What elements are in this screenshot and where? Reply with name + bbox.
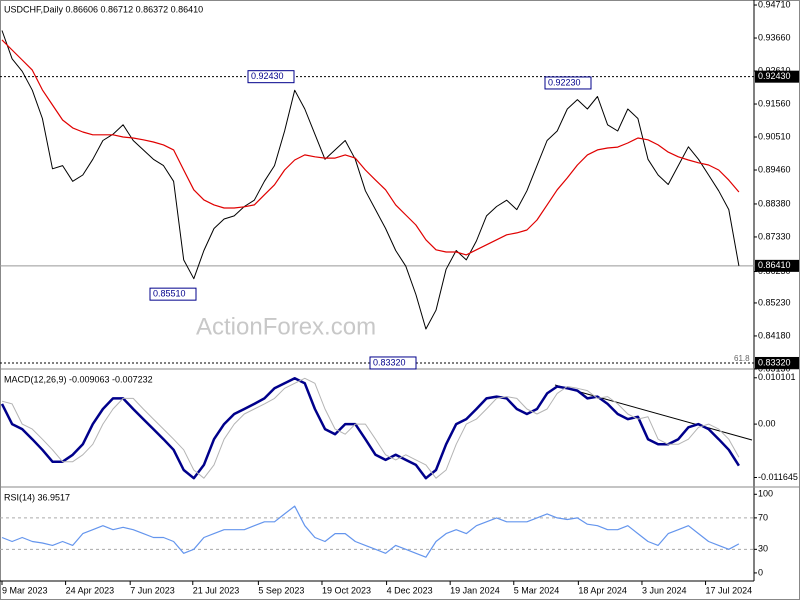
y-tick-label: 0.89460 <box>758 164 791 174</box>
trend-line <box>554 384 753 441</box>
y-tick-label: 0.88380 <box>758 198 791 208</box>
y-tick-label: 0.92610 <box>758 65 791 75</box>
annotation-box <box>369 356 417 370</box>
series-line <box>1 39 740 256</box>
level-label-box <box>755 70 799 83</box>
y-tick-label: 0.85230 <box>758 297 791 307</box>
y-tick-label: 0.90510 <box>758 131 791 141</box>
annotation-box <box>149 287 197 301</box>
y-tick-label: 30 <box>758 544 768 554</box>
y-tick-label: 0.91560 <box>758 98 791 108</box>
annotation-label: 0.83320 <box>373 357 406 367</box>
y-tick-label: 70 <box>758 512 768 522</box>
x-tick-label: 19 Oct 2023 <box>322 585 371 595</box>
series-line <box>1 30 740 330</box>
x-tick-label: 19 Jan 2024 <box>450 585 500 595</box>
x-tick-label: 5 Sep 2023 <box>258 585 304 595</box>
y-tick-label: 0 <box>758 567 763 577</box>
x-tick-label: 9 Mar 2023 <box>2 585 48 595</box>
watermark: ActionForex.com <box>196 313 376 340</box>
x-tick-label: 3 Jun 2024 <box>642 585 687 595</box>
y-tick-label: 100 <box>758 489 773 499</box>
x-tick-label: 5 Mar 2024 <box>514 585 560 595</box>
series-line <box>1 505 740 558</box>
series-line <box>0 377 740 480</box>
y-tick-label: 0.84180 <box>758 330 791 340</box>
x-tick-label: 21 Jul 2023 <box>193 585 240 595</box>
annotation-box <box>544 76 592 90</box>
panel-title: RSI(14) 36.9517 <box>4 492 70 502</box>
annotation-label: 0.85510 <box>153 289 186 299</box>
y-tick-label: 0.87330 <box>758 231 791 241</box>
level-label-box <box>755 259 799 272</box>
level-label-box <box>755 356 799 369</box>
y-tick-label: -0.011645 <box>758 472 798 482</box>
y-tick-label: 0.00 <box>758 418 776 428</box>
series-line <box>1 377 740 479</box>
panel-title: MACD(12,26,9) -0.009063 -0.007232 <box>4 374 153 384</box>
y-tick-label: 0.93660 <box>758 32 791 42</box>
x-tick-label: 17 Jul 2024 <box>706 585 753 595</box>
level-label: 0.86410 <box>758 260 791 270</box>
annotation-label: 0.92430 <box>251 71 284 81</box>
annotation-box <box>247 70 295 84</box>
y-tick-label: 0.010101 <box>758 372 796 382</box>
level-label: 0.83320 <box>758 357 791 367</box>
x-tick-label: 18 Apr 2024 <box>578 585 627 595</box>
x-tick-label: 7 Jun 2023 <box>130 585 175 595</box>
y-tick-label: 0.94710 <box>758 0 791 9</box>
x-tick-label: 24 Apr 2023 <box>66 585 115 595</box>
fib-label: 61.8 <box>734 354 750 363</box>
annotation-label: 0.92230 <box>548 77 581 87</box>
panel-title: USDCHF,Daily 0.86606 0.86712 0.86372 0.8… <box>4 4 203 14</box>
level-label: 0.92430 <box>758 71 791 81</box>
x-tick-label: 4 Dec 2023 <box>387 585 433 595</box>
